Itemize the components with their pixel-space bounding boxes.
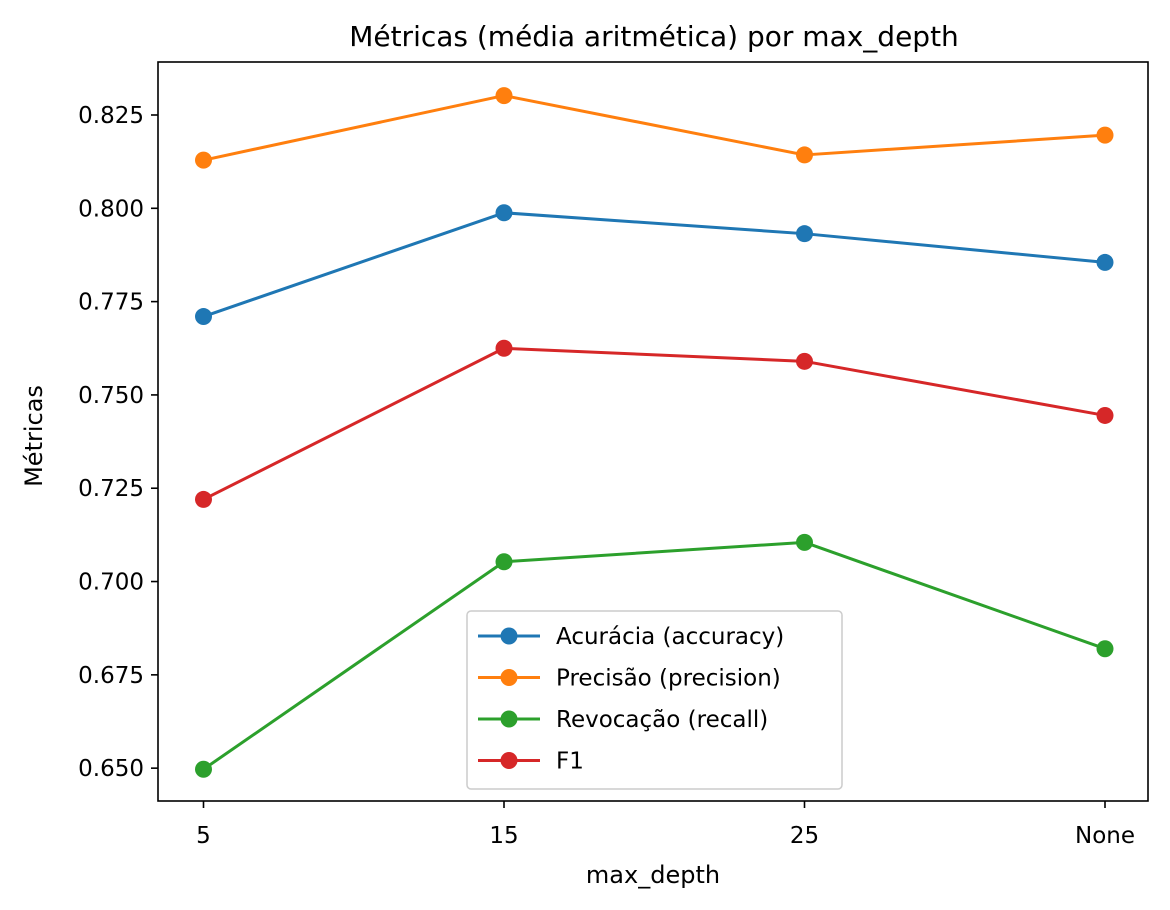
data-point [495, 87, 513, 105]
legend-box [466, 610, 843, 790]
series-1 [195, 204, 1114, 326]
series-line [203, 211, 1106, 318]
legend-swatch-marker [500, 710, 518, 728]
series-4 [195, 339, 1114, 508]
legend-label: F1 [556, 749, 584, 775]
x-tick-label: 25 [790, 823, 819, 849]
series-line [202, 540, 1106, 771]
y-tick-label: 0.750 [78, 383, 144, 409]
data-point [796, 146, 813, 164]
legend: Acurácia (accuracy) Precisão (precision) R… [466, 610, 843, 790]
y-tick-label: 0.650 [78, 756, 144, 782]
data-point [796, 225, 813, 243]
data-point [1096, 253, 1114, 271]
data-point [796, 533, 813, 551]
x-tick-label: 15 [489, 823, 518, 849]
data-point [495, 339, 513, 357]
data-point [1096, 640, 1114, 658]
plot-frame [157, 61, 1149, 802]
series-line [203, 94, 1106, 162]
data-point [1096, 126, 1114, 144]
x-tick-label: None [1075, 823, 1135, 849]
data-point [195, 490, 212, 508]
chart-title: Métricas (média aritmética) por max_dept… [349, 20, 959, 53]
legend-label: Precisão (precision) [556, 666, 781, 692]
series-3 [195, 533, 1114, 778]
y-tick-label: 0.725 [78, 476, 144, 502]
legend-item: F1 [478, 749, 584, 775]
y-tick-label: 0.700 [78, 570, 144, 596]
legend-swatch-marker [500, 669, 518, 686]
x-axis-label: max_depth [586, 861, 720, 889]
data-point [495, 204, 513, 222]
data-point [195, 308, 212, 326]
y-tick-label: 0.775 [78, 290, 144, 316]
y-tick-label: 0.675 [78, 663, 144, 689]
plot-area [195, 87, 1114, 778]
y-axis-label: Métricas [20, 385, 48, 487]
data-point [195, 760, 212, 778]
legend-label: Revocação (recall) [556, 707, 768, 733]
legend-swatch-marker [500, 627, 518, 645]
legend-item: Acurácia (accuracy) [478, 624, 784, 650]
x-tick-label: 5 [196, 823, 211, 849]
legend-swatch-marker [500, 752, 518, 769]
legend-item: Revocação (recall) [478, 707, 768, 733]
data-point [796, 352, 813, 370]
legend-item: Precisão (precision) [478, 666, 781, 692]
y-axis: 0.650 0.675 0.700 0.725 0.750 0.775 0.800 0.825 [78, 103, 158, 782]
series-2 [195, 87, 1114, 169]
y-tick-label: 0.800 [78, 196, 144, 222]
y-tick-label: 0.825 [78, 103, 144, 129]
data-point [1096, 406, 1114, 424]
legend-label: Acurácia (accuracy) [556, 624, 784, 650]
data-point [495, 553, 513, 571]
data-point [195, 151, 212, 169]
series-line [202, 346, 1106, 501]
x-axis: 5 15 25 None [196, 801, 1135, 849]
